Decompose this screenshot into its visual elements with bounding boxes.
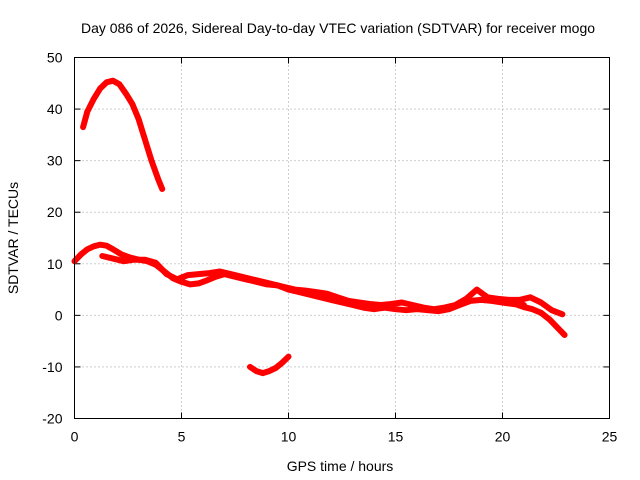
x-tick-label: 0 [71, 429, 79, 445]
x-tick-label: 5 [178, 429, 186, 445]
x-tick-label: 10 [281, 429, 297, 445]
x-axis-label: GPS time / hours [287, 458, 394, 474]
y-tick-label: 0 [55, 307, 63, 323]
series-arc-negative [247, 353, 292, 377]
x-tick-label: 15 [388, 429, 404, 445]
x-tick-label: 20 [495, 429, 511, 445]
data-series [71, 77, 568, 377]
y-tick-label: 30 [47, 153, 63, 169]
y-tick-label: -10 [42, 359, 62, 375]
y-axis-label: SDTVAR / TECUs [5, 182, 21, 294]
y-tick-label: 20 [47, 204, 63, 220]
chart-title: Day 086 of 2026, Sidereal Day-to-day VTE… [81, 20, 595, 36]
y-tick-label: 50 [47, 50, 63, 66]
series-arc-peak [80, 77, 166, 192]
x-tick-label: 25 [602, 429, 618, 445]
y-tick-label: 40 [47, 101, 63, 117]
series-arc-secondary [99, 253, 566, 318]
y-tick-label: -20 [42, 411, 62, 427]
grid-lines [74, 57, 610, 419]
series-arc-late [503, 296, 568, 338]
plot-frame [74, 57, 610, 419]
axis-ticks: 0 5 10 15 20 25 -20 -10 0 10 20 30 40 50 [42, 50, 617, 445]
y-tick-label: 10 [47, 256, 63, 272]
